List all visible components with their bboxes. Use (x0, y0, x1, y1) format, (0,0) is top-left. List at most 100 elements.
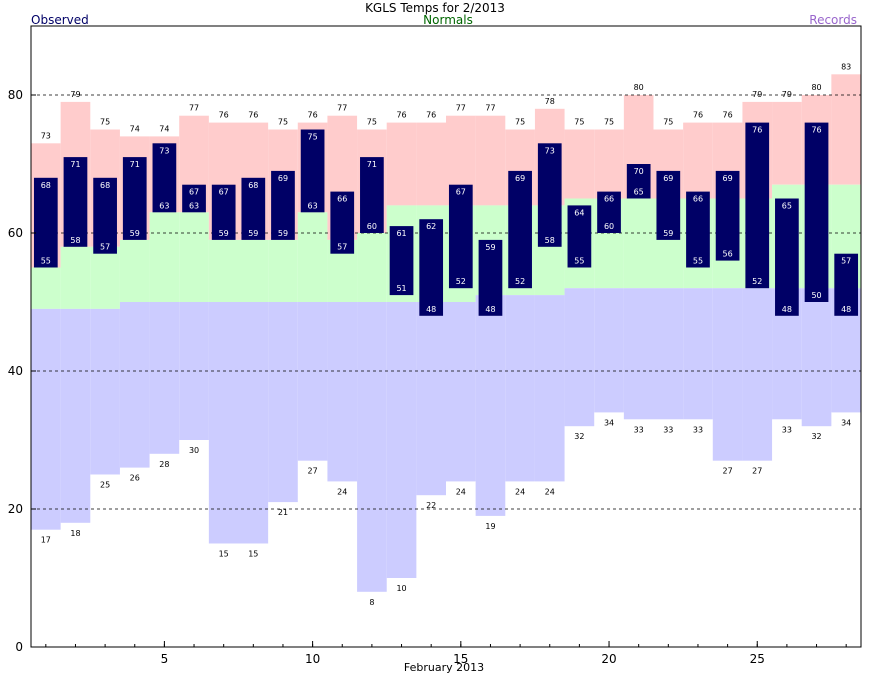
observed-low-label: 59 (130, 229, 140, 238)
observed-high-label: 59 (485, 243, 495, 252)
observed-bar (715, 170, 740, 261)
observed-bar (745, 122, 770, 289)
record-low-label: 24 (545, 487, 555, 496)
record-low-band (31, 308, 61, 530)
observed-low-label: 59 (248, 229, 258, 238)
record-low-band (653, 288, 684, 420)
y-tick-label: 40 (8, 364, 23, 378)
record-low-band (623, 288, 654, 420)
record-high-label: 75 (515, 118, 525, 127)
observed-bar (93, 177, 117, 254)
record-high-label: 79 (782, 90, 792, 99)
record-high-label: 83 (841, 62, 851, 71)
record-low-band (416, 302, 446, 496)
observed-low-label: 57 (337, 243, 347, 252)
record-low-band (564, 288, 595, 427)
record-low-band (238, 302, 269, 544)
record-high-label: 79 (70, 90, 80, 99)
x-tick-label: 20 (601, 652, 616, 666)
record-low-label: 28 (159, 460, 169, 469)
observed-high-label: 76 (752, 126, 762, 135)
observed-low-label: 48 (485, 305, 495, 314)
record-low-label: 34 (604, 418, 614, 427)
record-high-label: 77 (189, 104, 199, 113)
record-low-label: 15 (248, 550, 258, 559)
legend-observed: Observed (31, 13, 89, 27)
observed-high-label: 67 (219, 188, 229, 197)
record-low-label: 17 (41, 536, 51, 545)
observed-bar (241, 177, 266, 240)
observed-high-label: 69 (663, 174, 673, 183)
observed-low-label: 63 (159, 201, 169, 210)
observed-high-label: 65 (782, 202, 792, 211)
observed-low-label: 59 (663, 229, 673, 238)
record-low-label: 18 (70, 529, 80, 538)
record-low-band (386, 302, 417, 578)
y-tick-label: 80 (8, 88, 23, 102)
record-low-band (712, 288, 743, 461)
observed-low-label: 55 (574, 257, 584, 266)
record-low-band (742, 288, 773, 461)
record-low-label: 10 (396, 584, 406, 593)
normals-band (60, 246, 91, 309)
record-low-label: 32 (574, 432, 584, 441)
observed-low-label: 48 (782, 305, 792, 314)
x-tick-label: 15 (453, 652, 468, 666)
normals-band (208, 239, 239, 302)
observed-low-label: 58 (70, 236, 80, 245)
record-low-band (683, 288, 713, 420)
record-high-band (772, 101, 802, 185)
observed-low-label: 59 (219, 229, 229, 238)
record-low-band (357, 302, 387, 592)
observed-bar (152, 143, 177, 213)
record-high-band (475, 115, 506, 206)
record-low-label: 19 (485, 522, 495, 531)
observed-bar (271, 170, 295, 240)
observed-high-label: 71 (130, 160, 140, 169)
record-low-label: 24 (515, 487, 525, 496)
record-low-band (119, 302, 150, 468)
record-low-label: 24 (337, 487, 347, 496)
record-high-band (386, 122, 417, 206)
observed-high-label: 66 (337, 195, 347, 204)
observed-low-label: 48 (841, 305, 851, 314)
observed-low-label: 59 (278, 229, 288, 238)
record-high-label: 75 (100, 118, 110, 127)
legend-normals: Normals (423, 13, 473, 27)
record-low-label: 22 (426, 501, 436, 510)
record-high-band (683, 122, 713, 199)
record-low-label: 33 (693, 425, 703, 434)
normals-band (179, 212, 209, 302)
observed-high-label: 66 (693, 195, 703, 204)
observed-high-label: 67 (456, 188, 466, 197)
record-high-band (594, 129, 624, 199)
record-low-label: 25 (100, 481, 110, 490)
normals-band (90, 246, 120, 309)
observed-bar (360, 157, 384, 233)
observed-low-label: 63 (308, 201, 318, 210)
observed-low-label: 55 (41, 257, 51, 266)
record-high-label: 75 (663, 118, 673, 127)
record-low-band (505, 295, 535, 482)
record-high-label: 74 (130, 124, 140, 133)
record-low-label: 15 (219, 550, 229, 559)
observed-bar (597, 191, 621, 233)
observed-bar (537, 143, 562, 247)
record-high-label: 77 (337, 104, 347, 113)
record-high-label: 73 (41, 131, 51, 140)
observed-low-label: 52 (456, 277, 466, 286)
observed-bars (33, 122, 859, 316)
observed-high-label: 57 (841, 257, 851, 266)
record-low-label: 32 (811, 432, 821, 441)
record-high-label: 75 (574, 118, 584, 127)
record-low-band (149, 302, 180, 454)
record-low-band (208, 302, 239, 544)
observed-high-label: 68 (100, 181, 110, 190)
record-high-label: 77 (485, 104, 495, 113)
observed-bar (122, 157, 147, 240)
observed-bar (63, 157, 88, 247)
record-high-label: 75 (367, 118, 377, 127)
record-high-label: 76 (308, 111, 318, 120)
observed-bar (211, 184, 236, 240)
